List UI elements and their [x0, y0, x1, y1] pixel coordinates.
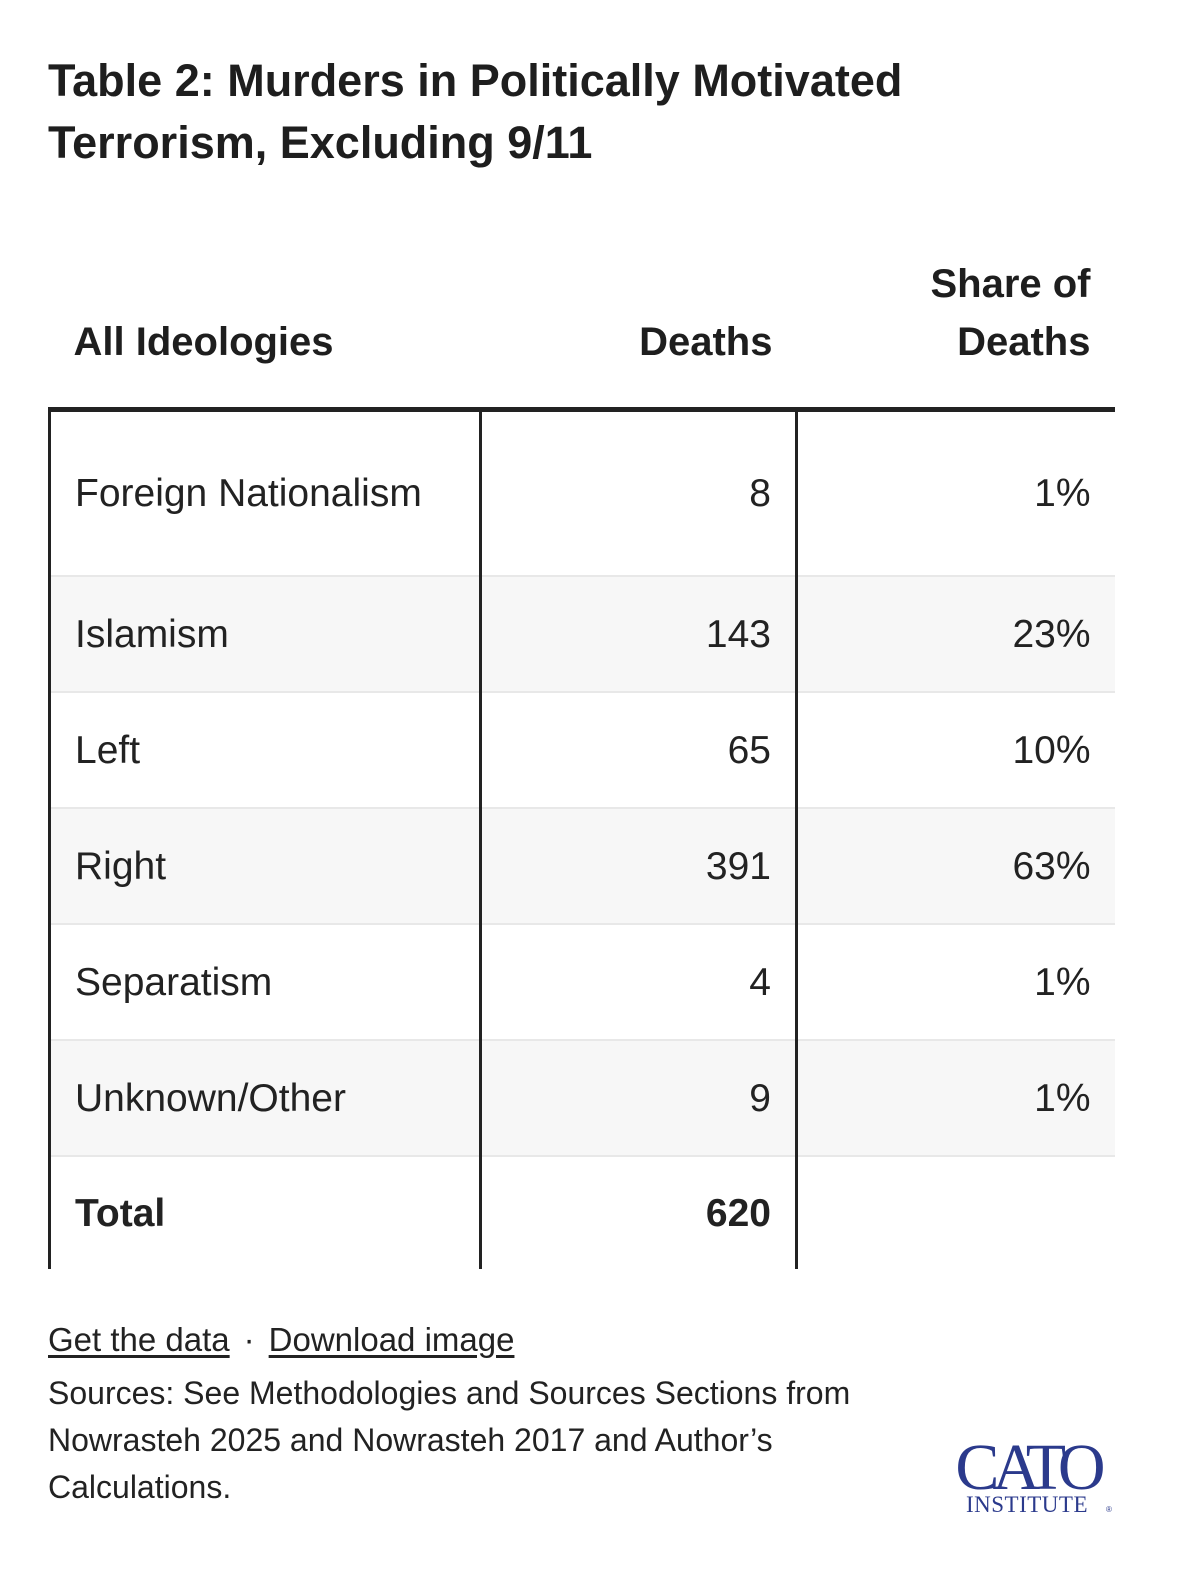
deaths-cell: 143	[480, 576, 798, 693]
total-deaths: 620	[480, 1156, 798, 1269]
ideology-cell: Foreign Nationalism	[48, 409, 482, 577]
cato-institute-logo: CATO INSTITUTE ®	[955, 1431, 1112, 1517]
sources-note: Sources: See Methodologies and Sources S…	[48, 1375, 851, 1505]
total-share	[797, 1156, 1115, 1269]
registered-mark: ®	[1106, 1505, 1112, 1514]
download-image-link[interactable]: Download image	[268, 1321, 515, 1358]
deaths-cell: 9	[480, 1040, 798, 1157]
share-cell: 1%	[796, 409, 1115, 577]
ideology-cell: Islamism	[48, 576, 482, 693]
table-row: Unknown/Other 9 1%	[48, 1040, 1115, 1157]
total-row: Total 620	[48, 1156, 1115, 1269]
deaths-cell: 4	[480, 924, 798, 1041]
column-header-share: Share of Deaths	[796, 255, 1115, 412]
table-row: Foreign Nationalism 8 1%	[48, 409, 1115, 577]
data-table: All Ideologies Deaths Share of Deaths Fo…	[48, 255, 1115, 1269]
link-separator: ·	[243, 1321, 255, 1358]
total-label: Total	[48, 1156, 482, 1269]
table-header-row: All Ideologies Deaths Share of Deaths	[49, 255, 1115, 412]
chart-title: Table 2: Murders in Politically Motivate…	[48, 55, 903, 168]
share-cell: 1%	[796, 1040, 1115, 1157]
footer-links: Get the data · Download image	[48, 1318, 514, 1362]
table-row: Right 391 63%	[48, 808, 1115, 925]
deaths-cell: 8	[480, 409, 798, 577]
table-row: Separatism 4 1%	[48, 924, 1115, 1041]
column-header-deaths: Deaths	[480, 255, 797, 412]
get-data-link[interactable]: Get the data	[48, 1321, 230, 1358]
logo-subtitle: INSTITUTE	[966, 1492, 1088, 1517]
share-cell: 1%	[796, 924, 1115, 1041]
table-row: Islamism 143 23%	[48, 576, 1115, 693]
column-header-ideology: All Ideologies	[49, 255, 481, 412]
share-cell: 63%	[796, 808, 1115, 925]
table-row: Left 65 10%	[48, 692, 1115, 809]
ideology-cell: Right	[48, 808, 482, 925]
share-cell: 10%	[796, 692, 1115, 809]
ideology-cell: Separatism	[48, 924, 482, 1041]
share-cell: 23%	[796, 576, 1115, 693]
logo-wordmark: CATO	[955, 1431, 1102, 1504]
ideology-cell: Unknown/Other	[48, 1040, 482, 1157]
deaths-cell: 65	[480, 692, 798, 809]
ideology-cell: Left	[48, 692, 482, 809]
deaths-cell: 391	[480, 808, 798, 925]
